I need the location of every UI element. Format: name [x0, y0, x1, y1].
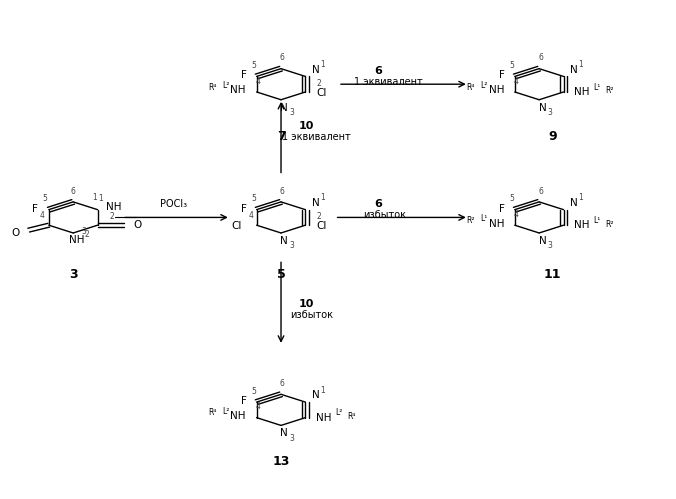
Text: 5: 5 [510, 194, 514, 203]
Text: NH: NH [105, 202, 121, 212]
Text: NH: NH [70, 235, 85, 245]
Text: L¹: L¹ [481, 214, 488, 223]
Text: NH: NH [574, 87, 589, 97]
Text: NH: NH [489, 219, 504, 229]
Text: 3: 3 [69, 267, 78, 280]
Text: 1: 1 [93, 193, 97, 202]
Text: L¹: L¹ [593, 216, 600, 225]
Text: 5: 5 [43, 194, 47, 203]
Text: 1: 1 [98, 194, 103, 203]
Text: R⁴: R⁴ [208, 82, 216, 91]
Text: F: F [500, 204, 506, 214]
Text: 13: 13 [272, 455, 290, 468]
Text: F: F [32, 204, 38, 214]
Text: POCl₃: POCl₃ [160, 199, 187, 209]
Text: NH: NH [231, 411, 246, 421]
Text: N: N [539, 236, 546, 246]
Text: N: N [281, 428, 288, 438]
Text: 1: 1 [578, 60, 583, 69]
Text: 4: 4 [40, 211, 45, 220]
Text: O: O [11, 228, 20, 238]
Text: NH: NH [231, 85, 246, 95]
Text: 5: 5 [251, 194, 256, 203]
Text: N: N [571, 64, 578, 74]
Text: 6: 6 [280, 53, 285, 62]
Text: L²: L² [335, 408, 342, 417]
Text: 3: 3 [289, 242, 294, 250]
Text: 7: 7 [276, 130, 285, 143]
Text: 1: 1 [320, 60, 324, 69]
Text: R²: R² [605, 86, 614, 95]
Text: 6: 6 [538, 187, 543, 196]
Text: 11: 11 [544, 267, 561, 280]
Text: NH: NH [574, 220, 589, 230]
Text: 5: 5 [251, 387, 256, 396]
Text: 6: 6 [280, 187, 285, 196]
Text: F: F [241, 70, 247, 80]
Text: L²: L² [222, 81, 230, 90]
Text: 6: 6 [538, 53, 543, 62]
Text: 6: 6 [71, 187, 76, 196]
Text: 4: 4 [256, 402, 260, 411]
Text: 1 эквивалент: 1 эквивалент [354, 77, 422, 87]
Text: 2: 2 [316, 78, 321, 88]
Text: O: O [133, 220, 141, 230]
Text: 2: 2 [316, 212, 321, 221]
Text: L²: L² [222, 407, 230, 416]
Text: N: N [571, 198, 578, 208]
Text: N: N [312, 64, 320, 74]
Text: L¹: L¹ [593, 82, 600, 91]
Text: N: N [281, 103, 288, 113]
Text: F: F [241, 396, 247, 406]
Text: избыток: избыток [364, 210, 406, 220]
Text: 3: 3 [82, 228, 87, 237]
Text: Cl: Cl [316, 88, 327, 98]
Text: 4: 4 [514, 77, 518, 86]
Text: 10: 10 [299, 121, 314, 131]
Text: Cl: Cl [316, 221, 327, 231]
Text: 6: 6 [375, 66, 382, 76]
Text: 4: 4 [256, 77, 260, 86]
Text: 5: 5 [510, 61, 514, 70]
Text: 4: 4 [249, 211, 254, 220]
Text: 3: 3 [548, 108, 552, 117]
Text: 1: 1 [320, 386, 324, 395]
Text: 5: 5 [251, 61, 256, 70]
Text: F: F [241, 204, 247, 214]
Text: 2: 2 [84, 231, 89, 240]
Text: R²: R² [605, 220, 614, 229]
Text: 3: 3 [289, 108, 294, 117]
Text: избыток: избыток [290, 310, 333, 320]
Text: 5: 5 [276, 267, 285, 280]
Text: 3: 3 [289, 434, 294, 443]
Text: 6: 6 [280, 379, 285, 388]
Text: 4: 4 [514, 210, 518, 219]
Text: 9: 9 [548, 130, 557, 143]
Text: N: N [312, 390, 320, 400]
Text: NH: NH [316, 413, 332, 423]
Text: 1: 1 [320, 193, 324, 202]
Text: L²: L² [481, 81, 488, 90]
Text: 1 эквивалент: 1 эквивалент [282, 132, 351, 142]
Text: N: N [312, 198, 320, 208]
Text: 2: 2 [110, 212, 115, 221]
Text: 6: 6 [375, 199, 382, 209]
Text: R⁴: R⁴ [347, 412, 356, 421]
Text: F: F [500, 70, 506, 80]
Text: 3: 3 [548, 242, 552, 250]
Text: N: N [281, 236, 288, 246]
Text: 10: 10 [299, 299, 314, 309]
Text: R⁴: R⁴ [466, 82, 475, 91]
Text: Cl: Cl [231, 221, 242, 231]
Text: NH: NH [489, 85, 504, 95]
Text: R⁴: R⁴ [208, 408, 216, 417]
Text: R²: R² [466, 216, 475, 225]
Text: N: N [539, 103, 546, 113]
Text: 1: 1 [578, 193, 583, 202]
